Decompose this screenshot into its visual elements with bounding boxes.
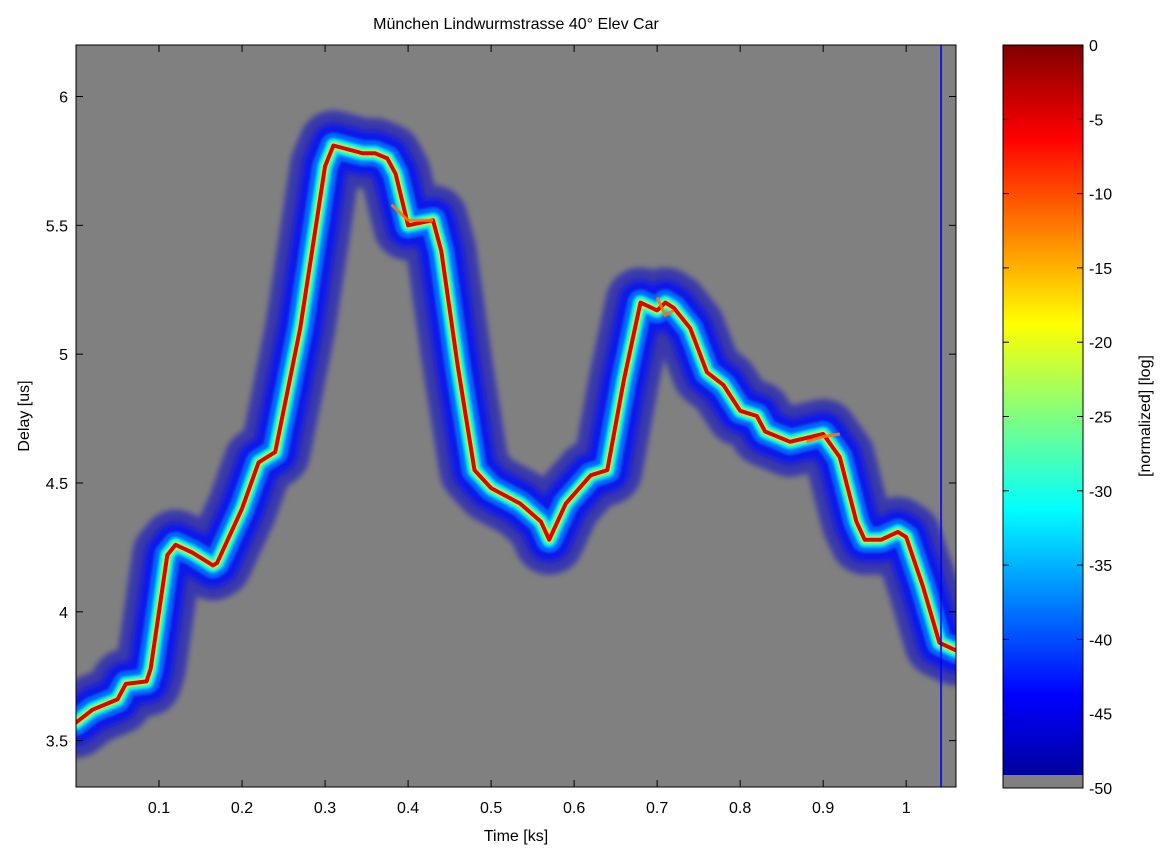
x-tick-label: 1 [902,800,911,817]
y-tick-label: 5 [59,347,68,364]
y-tick-label: 6 [59,90,68,107]
colorbar-label: [normalized] [log] [1137,355,1154,477]
colorbar-tick-label: -35 [1089,558,1112,575]
y-tick-label: 5.5 [46,218,68,235]
colorbar-tick-label: -30 [1089,484,1112,501]
secondary-ridge-1 [806,432,841,444]
x-axis-ticks: 0.1 0.2 0.3 0.4 0.5 0.6 0.7 0.8 0.9 1 [148,45,911,817]
y-axis-ticks: 3.5 4 4.5 5 5.5 6 [46,90,956,751]
x-tick-label: 0.1 [148,800,170,817]
colorbar [1003,45,1083,788]
x-tick-label: 0.4 [397,800,419,817]
chart-title: München Lindwurmstrasse 40° Elev Car [373,16,659,33]
secondary-ridge-3 [655,296,675,317]
secondary-ridge-2 [390,203,433,222]
plot-frame [75,44,957,788]
colorbar-tick-label: -45 [1089,707,1112,724]
y-tick-label: 4.5 [46,476,68,493]
colorbar-tick-label: 0 [1089,38,1098,55]
colorbar-tick-label: -40 [1089,632,1112,649]
colorbar-tick-label: -10 [1089,187,1112,204]
x-tick-label: 0.3 [314,800,336,817]
colorbar-floor [1003,775,1083,788]
y-tick-label: 3.5 [46,734,68,751]
colorbar-tick-label: -25 [1089,410,1112,427]
x-tick-label: 0.6 [563,800,585,817]
x-tick-label: 0.8 [729,800,751,817]
x-tick-label: 0.7 [646,800,668,817]
x-tick-label: 0.2 [231,800,253,817]
y-axis-label: Delay [us] [16,380,33,451]
colorbar-tick-label: -50 [1089,781,1112,798]
colorbar-tick-label: -20 [1089,335,1112,352]
y-tick-label: 4 [59,605,68,622]
x-axis-label: Time [ks] [484,828,548,845]
x-tick-label: 0.5 [480,800,502,817]
colorbar-tick-label: -15 [1089,261,1112,278]
heatmap-layer [76,45,956,787]
heat-band-peak [76,143,956,725]
colorbar-tick-label: -5 [1089,112,1103,129]
colorbar-ticks: 0 -5 -10 -15 -20 -25 -30 -35 -40 -45 -50 [1003,38,1112,798]
x-tick-label: 0.9 [812,800,834,817]
